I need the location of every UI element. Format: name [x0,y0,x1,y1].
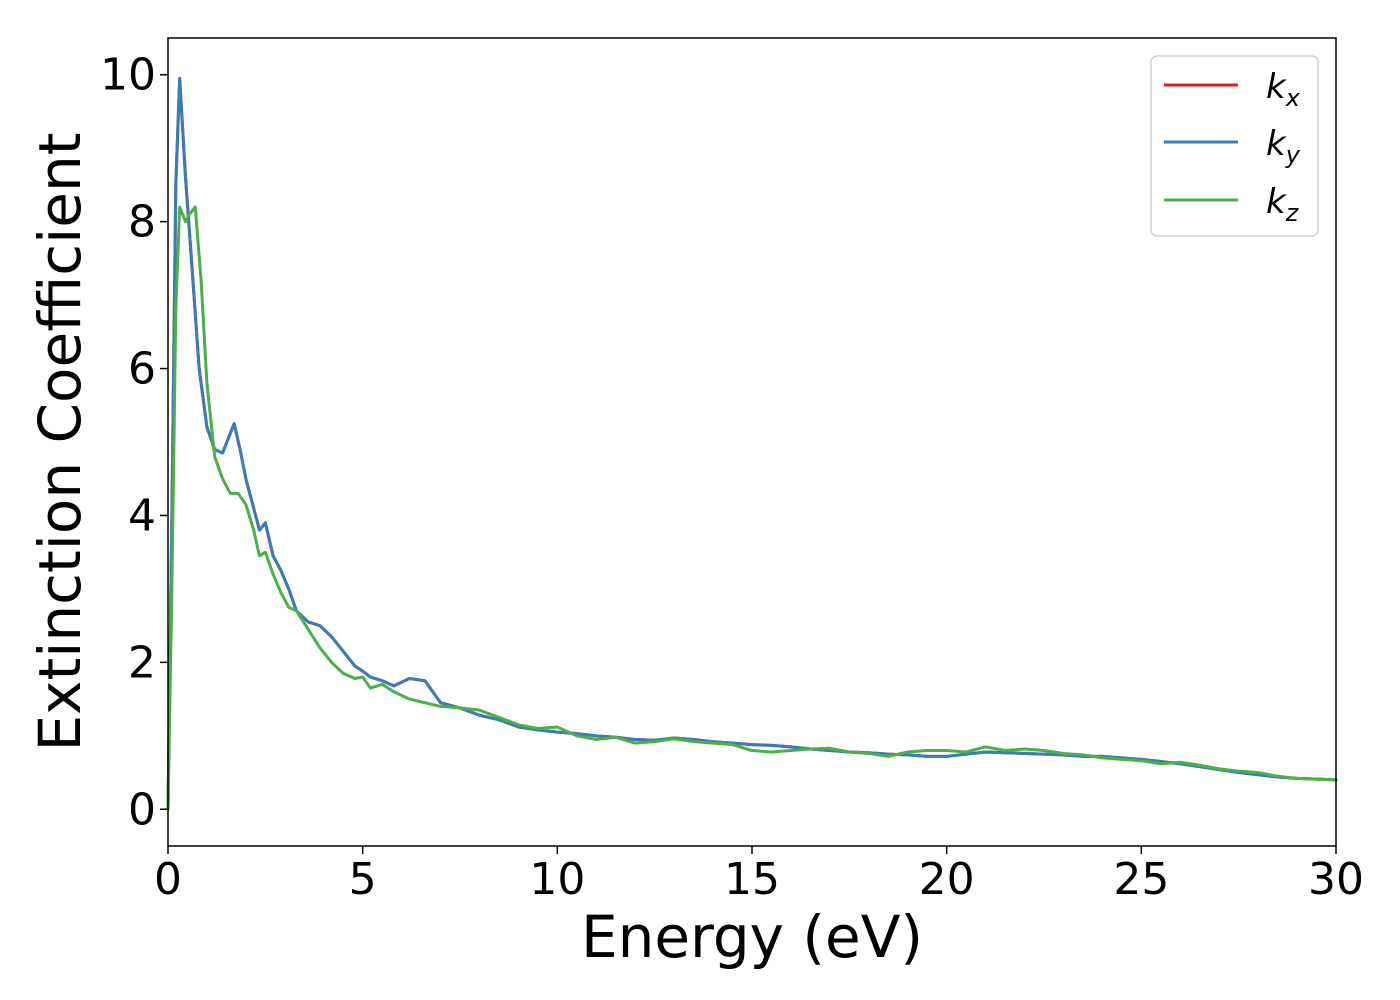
legend-label-kz: kz [1266,182,1300,227]
x-tick-label: 25 [1113,854,1169,905]
plot-frame [167,37,1337,847]
x-tick-label: 30 [1308,854,1364,905]
legend-label-ky-base: k [1266,124,1287,164]
y-tick-label: 8 [128,197,156,248]
legend-label-ky: ky [1266,124,1301,169]
y-axis-title: Extinction Coefficient [26,133,94,752]
y-tick-label: 6 [128,344,156,395]
series-layer [166,76,1338,811]
y-tick-label: 0 [128,784,156,835]
x-tick-label: 20 [919,854,975,905]
legend-label-ky-sub: y [1285,141,1301,169]
x-tick-label: 10 [529,854,585,905]
x-tick-label: 15 [724,854,780,905]
x-axis-title: Energy (eV) [581,903,923,971]
legend-label-kx: kx [1266,67,1301,112]
x-tick-label: 5 [349,854,377,905]
y-tick-label: 10 [100,50,156,101]
ticks-layer: 0 5 10 15 20 25 30 0 2 4 6 8 10 [100,50,1364,905]
series-line-kz [166,205,1338,811]
legend-box [1150,55,1319,237]
legend-label-kz-base: k [1266,182,1287,222]
y-tick-label: 2 [128,637,156,688]
x-tick-label: 0 [154,854,182,905]
legend-label-kx-base: k [1266,67,1287,107]
legend: kx ky kz [1150,55,1319,237]
y-tick-label: 4 [128,490,156,541]
legend-label-kx-sub: x [1285,84,1301,112]
legend-label-kz-sub: z [1285,199,1300,227]
